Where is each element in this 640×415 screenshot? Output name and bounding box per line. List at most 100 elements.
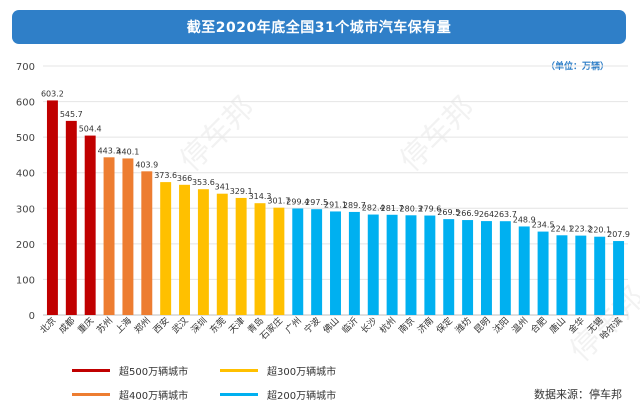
data-label: 299.4 [286, 197, 309, 206]
x-tick-label: 北京 [37, 315, 58, 336]
bar [443, 219, 455, 315]
x-tick-label: 深圳 [189, 315, 210, 336]
data-label: 234.5 [532, 221, 555, 230]
data-label: 280.3 [400, 204, 423, 213]
x-tick-label: 临沂 [339, 315, 360, 336]
bar [216, 193, 228, 315]
data-source: 数据来源：停车邦 [534, 388, 622, 401]
x-tick-label: 合肥 [528, 315, 549, 336]
y-tick-label: 600 [16, 98, 35, 109]
x-tick-label: 郑州 [132, 315, 153, 336]
x-tick-label: 潍坊 [452, 315, 473, 336]
x-tick-label: 保定 [434, 315, 455, 336]
x-tick-label: 沈阳 [490, 315, 511, 336]
bar [197, 189, 209, 315]
x-tick-label: 长沙 [358, 315, 379, 336]
bar [480, 221, 492, 315]
bar [613, 241, 625, 315]
bar [235, 197, 247, 315]
bar [499, 221, 511, 315]
data-label: 297.5 [305, 198, 328, 207]
bar [141, 171, 153, 315]
legend-swatch-blue [220, 393, 258, 396]
x-tick-label: 佛山 [320, 315, 341, 336]
data-label: 440.1 [116, 147, 139, 156]
bar [84, 135, 96, 315]
data-label: 314.3 [249, 192, 272, 201]
bar [594, 236, 606, 315]
bar [556, 235, 568, 315]
bar [330, 211, 341, 315]
legend-item-300: 超300万辆城市 [220, 363, 336, 378]
data-label: 353.6 [192, 178, 215, 187]
x-tick-label: 济南 [415, 315, 436, 336]
y-tick-label: 100 [16, 275, 35, 286]
x-tick-label: 上海 [113, 315, 134, 336]
data-label: 207.9 [607, 230, 630, 239]
y-tick-label: 200 [16, 240, 35, 251]
data-label: 329.1 [230, 187, 253, 196]
bar [537, 231, 549, 315]
data-label: 289.7 [343, 201, 366, 210]
legend-swatch-yellow [220, 369, 258, 372]
bar [348, 211, 360, 315]
bar [103, 157, 115, 315]
data-label: 220.1 [588, 226, 611, 235]
x-tick-label: 宁波 [302, 315, 323, 336]
data-label: 224.1 [550, 224, 573, 233]
x-tick-label: 天津 [227, 315, 248, 336]
legend-swatch-orange [72, 393, 110, 396]
data-label: 269.5 [437, 208, 460, 217]
bar [518, 226, 530, 315]
x-tick-label: 南京 [396, 315, 417, 336]
bar [273, 207, 285, 315]
legend-item-200: 超200万辆城市 [220, 387, 336, 402]
x-tick-label: 唐山 [547, 315, 568, 336]
y-tick-label: 500 [16, 133, 35, 144]
data-label: 263.7 [494, 210, 517, 219]
data-label: 291.1 [324, 200, 347, 209]
x-tick-label: 昆明 [472, 315, 493, 336]
x-tick-label: 广州 [283, 315, 304, 336]
bar [367, 214, 379, 315]
data-label: 279.6 [418, 205, 441, 214]
bar [292, 208, 304, 315]
legend-item-400: 超400万辆城市 [72, 387, 188, 402]
data-label: 603.2 [41, 89, 64, 98]
bar [575, 235, 587, 315]
data-label: 366 [177, 174, 192, 183]
data-label: 341 [215, 183, 230, 192]
x-tick-label: 成都 [56, 315, 77, 336]
y-tick-label: 400 [16, 169, 35, 180]
y-tick-label: 700 [16, 62, 35, 73]
x-tick-label: 杭州 [377, 315, 398, 336]
legend-item-500: 超500万辆城市 [72, 363, 188, 378]
bar [311, 209, 323, 315]
data-label: 403.9 [135, 160, 158, 169]
bar [46, 100, 58, 316]
data-label: 266.9 [456, 209, 479, 218]
bar [386, 214, 398, 315]
data-label: 504.4 [79, 125, 102, 134]
data-label: 301.7 [267, 197, 290, 206]
bar [254, 203, 266, 315]
bar [179, 184, 191, 315]
bar [122, 158, 134, 315]
legend-label: 超400万辆城市 [119, 391, 189, 402]
x-tick-label: 重庆 [75, 315, 96, 336]
bar [462, 220, 474, 315]
data-label: 264 [479, 210, 494, 219]
data-label: 281.7 [381, 204, 404, 213]
unit-label: （单位：万辆） [546, 62, 610, 72]
data-label: 373.6 [154, 171, 177, 180]
legend-label: 超500万辆城市 [119, 367, 189, 378]
legend-swatch-red [72, 369, 110, 372]
x-tick-label: 金华 [566, 315, 587, 336]
bar [405, 215, 417, 315]
data-label: 545.7 [60, 110, 83, 119]
data-label: 282.4 [362, 204, 385, 213]
data-label: 443.3 [98, 146, 121, 155]
y-tick-label: 300 [16, 204, 35, 215]
legend-label: 超300万辆城市 [267, 367, 337, 378]
